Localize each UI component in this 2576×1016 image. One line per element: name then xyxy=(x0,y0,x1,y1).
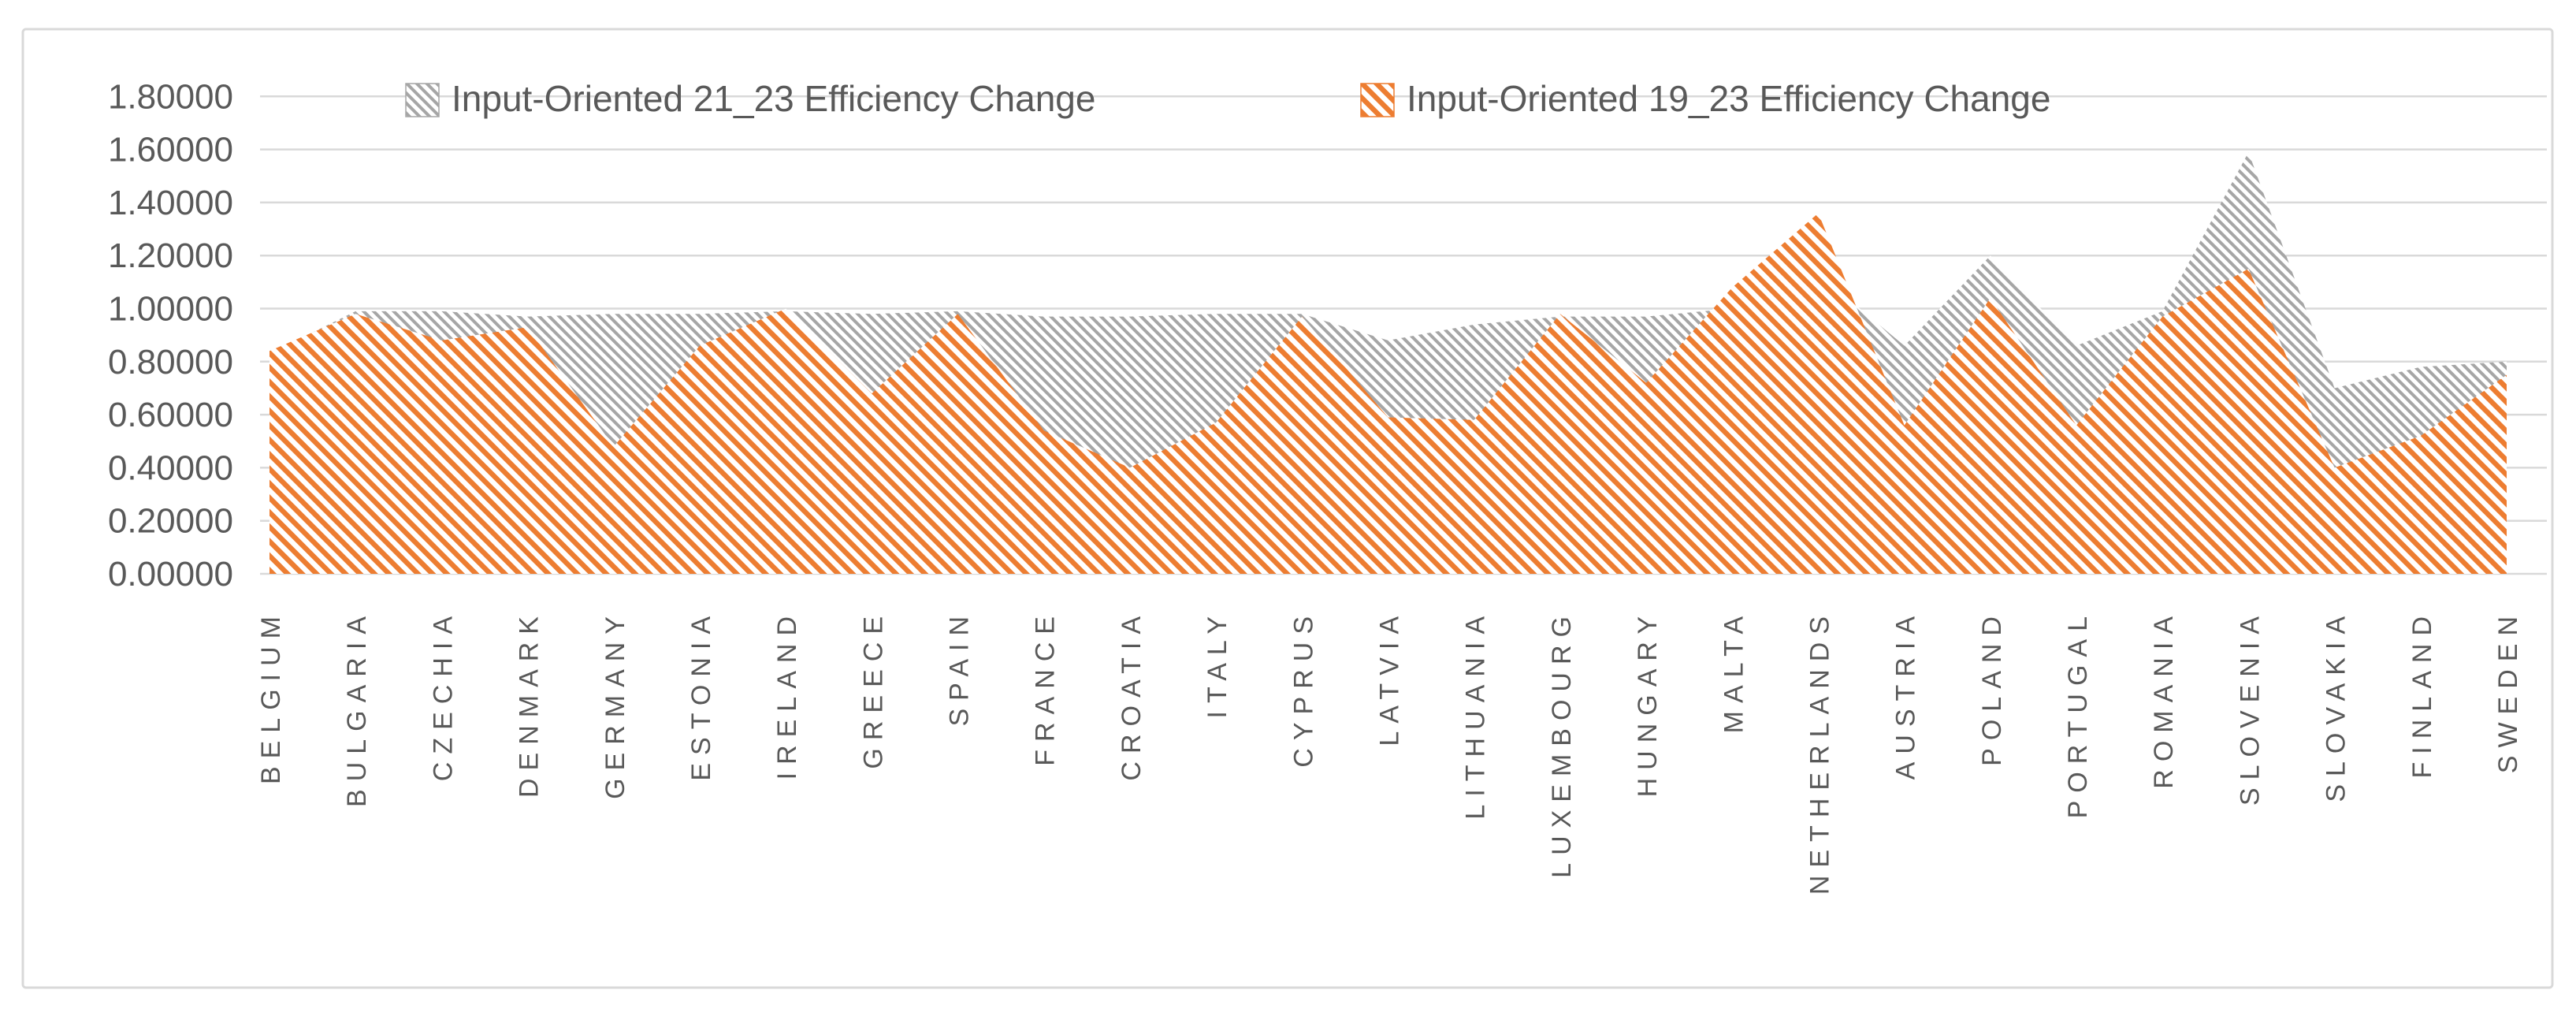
x-axis-category-label: CROATIA xyxy=(1117,608,1147,781)
series-areas xyxy=(269,152,2507,574)
x-axis-category-label: ESTONIA xyxy=(686,608,716,781)
legend-swatch-21-23 xyxy=(405,83,440,117)
x-axis-category-label: BELGIUM xyxy=(256,608,286,784)
chart-legend: Input-Oriented 21_23 Efficiency Change In… xyxy=(405,78,2050,119)
y-axis-tick-labels: 0.00000 0.20000 0.40000 0.60000 0.80000 1.000… xyxy=(108,77,233,594)
x-axis-category-label: FRANCE xyxy=(1031,608,1061,766)
x-axis-category-label: ITALY xyxy=(1203,608,1232,718)
x-axis-category-label: GERMANY xyxy=(600,608,630,799)
x-axis-category-label: NETHERLANDS xyxy=(1805,608,1835,895)
legend-label: Input-Oriented 21_23 Efficiency Change xyxy=(452,78,1095,119)
x-axis-category-label: SLOVENIA xyxy=(2235,608,2265,806)
y-axis-tick-label: 0.00000 xyxy=(108,555,233,594)
y-axis-tick-label: 0.20000 xyxy=(108,502,233,541)
x-axis-category-label: ROMANIA xyxy=(2149,608,2179,789)
y-axis-tick-label: 1.20000 xyxy=(108,236,233,275)
y-axis-tick-label: 1.60000 xyxy=(108,131,233,169)
y-axis-tick-label: 0.80000 xyxy=(108,343,233,381)
legend-swatch-19-23 xyxy=(1360,83,1395,117)
x-axis-category-label: DENMARK xyxy=(515,608,545,798)
x-axis-category-label: LITHUANIA xyxy=(1461,608,1491,820)
x-axis-category-label: FINLAND xyxy=(2407,608,2437,778)
legend-item-21-23: Input-Oriented 21_23 Efficiency Change xyxy=(405,78,1095,119)
x-axis-category-label: SPAIN xyxy=(945,608,975,727)
x-axis-category-label: SLOVAKIA xyxy=(2321,608,2351,802)
chart-outer-border xyxy=(21,28,2554,989)
y-axis-tick-label: 0.60000 xyxy=(108,396,233,434)
y-axis-tick-label: 1.40000 xyxy=(108,184,233,222)
chart-border xyxy=(21,28,2554,989)
series-area-19-23 xyxy=(269,213,2507,574)
x-axis-category-label: PORTUGAL xyxy=(2063,608,2093,818)
x-axis-category-label: POLAND xyxy=(1977,608,2007,766)
y-axis-tick-label: 1.00000 xyxy=(108,290,233,329)
x-axis-category-label: MALTA xyxy=(1719,608,1749,733)
x-axis-category-label: BULGARIA xyxy=(342,608,372,807)
x-axis-category-label: CYPRUS xyxy=(1288,608,1318,768)
legend-item-19-23: Input-Oriented 19_23 Efficiency Change xyxy=(1360,78,2050,119)
x-axis-category-label: GREECE xyxy=(858,608,888,769)
y-axis-tick-label: 1.80000 xyxy=(108,77,233,116)
x-axis-category-label: LATVIA xyxy=(1375,608,1405,746)
x-axis-category-labels: BELGIUM BULGARIA CZECHIA DENMARK GERMANY ESTO… xyxy=(256,608,2523,895)
x-axis-category-label: CZECHIA xyxy=(428,608,458,781)
x-axis-category-label: SWEDEN xyxy=(2493,608,2523,773)
y-axis-tick-label: 0.40000 xyxy=(108,448,233,487)
x-axis-category-label: AUSTRIA xyxy=(1891,608,1921,780)
x-axis-category-label: HUNGARY xyxy=(1633,608,1663,797)
x-axis-category-label: IRELAND xyxy=(772,608,802,780)
x-axis-category-label: LUXEMBOURG xyxy=(1547,608,1577,878)
legend-label: Input-Oriented 19_23 Efficiency Change xyxy=(1407,78,2050,119)
